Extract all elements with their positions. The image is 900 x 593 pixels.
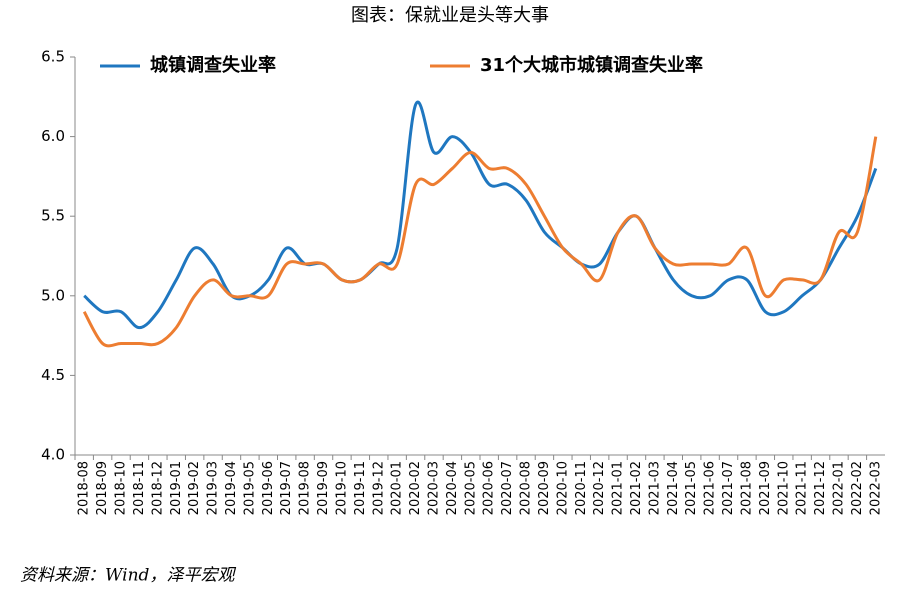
line-series	[82, 136, 878, 348]
x-tick-label: 2021-11	[795, 461, 810, 515]
x-tick-label: 2020-09	[537, 461, 552, 515]
source-note: 资料来源：Wind，泽平宏观	[20, 566, 236, 586]
x-tick-label: 2020-06	[482, 461, 497, 515]
x-tick-label: 2019-05	[242, 461, 257, 515]
x-tick-label: 2019-08	[298, 461, 313, 515]
x-tick-label: 2019-06	[261, 461, 276, 515]
x-tick-label: 2021-07	[721, 461, 736, 515]
x-tick-label: 2020-10	[555, 461, 570, 515]
x-tick-label: 2019-02	[187, 461, 202, 515]
x-tick-label: 2021-05	[684, 461, 699, 515]
y-tick-label: 5.0	[41, 286, 65, 304]
x-tick-label: 2021-09	[758, 461, 773, 515]
x-tick-label: 2018-12	[150, 461, 165, 515]
x-tick-label: 2020-12	[592, 461, 607, 515]
x-tick-label: 2022-01	[831, 461, 846, 515]
x-tick-label: 2020-02	[408, 461, 423, 515]
x-tick-label: 2019-07	[279, 461, 294, 515]
y-tick-label: 4.5	[41, 366, 65, 384]
x-tick-label: 2019-04	[224, 461, 239, 515]
x-tick-label: 2021-03	[647, 461, 662, 515]
chart-title: 图表：保就业是头等大事	[351, 5, 549, 26]
x-tick-label: 2020-08	[519, 461, 534, 515]
x-tick-label: 2021-04	[666, 461, 681, 515]
x-tick-label: 2020-04	[445, 461, 460, 515]
x-tick-label: 2022-02	[850, 461, 865, 515]
x-tick-label: 2022-03	[868, 461, 883, 515]
x-tick-label: 2021-02	[629, 461, 644, 515]
x-tick-label: 2018-10	[114, 461, 129, 515]
legend-label: 城镇调查失业率	[150, 54, 276, 76]
x-tick-label: 2020-03	[426, 461, 441, 515]
x-tick-label: 2021-06	[703, 461, 718, 515]
x-tick-label: 2018-11	[132, 461, 147, 515]
legend-label: 31个大城市城镇调查失业率	[480, 54, 703, 76]
line-series	[83, 100, 878, 330]
x-tick-label: 2019-01	[169, 461, 184, 515]
x-tick-label: 2019-03	[206, 461, 221, 515]
x-tick-label: 2019-12	[371, 461, 386, 515]
x-tick-label: 2018-09	[95, 461, 110, 515]
x-tick-label: 2020-11	[574, 461, 589, 515]
x-tick-label: 2019-11	[353, 461, 368, 515]
x-tick-label: 2021-10	[776, 461, 791, 515]
y-tick-label: 4.0	[41, 446, 65, 464]
x-tick-label: 2019-09	[316, 461, 331, 515]
x-tick-label: 2021-01	[611, 461, 626, 515]
y-tick-label: 6.0	[41, 127, 65, 145]
x-tick-label: 2020-05	[463, 461, 478, 515]
x-tick-label: 2020-01	[390, 461, 405, 515]
x-tick-label: 2020-07	[500, 461, 515, 515]
x-tick-label: 2021-12	[813, 461, 828, 515]
y-tick-label: 6.5	[41, 48, 65, 66]
x-tick-label: 2021-08	[739, 461, 754, 515]
y-tick-label: 5.5	[41, 207, 65, 225]
x-tick-label: 2019-10	[334, 461, 349, 515]
x-tick-label: 2018-08	[77, 461, 92, 515]
